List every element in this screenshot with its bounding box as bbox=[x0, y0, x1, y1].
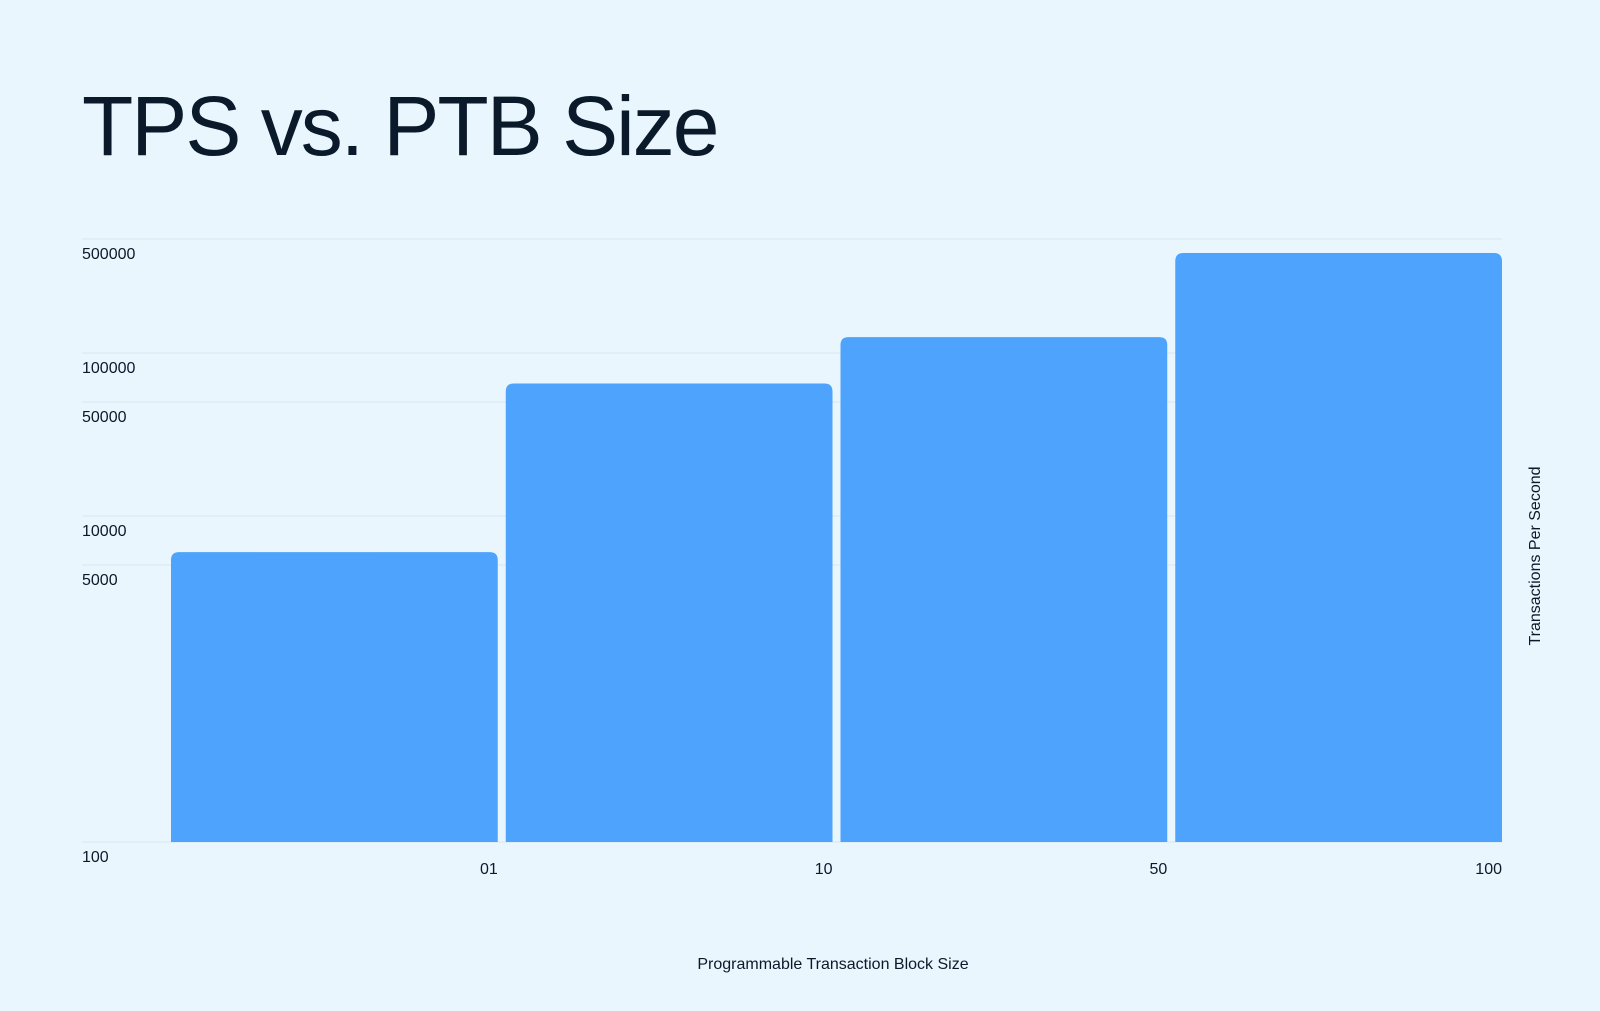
bar-50 bbox=[840, 337, 1168, 842]
bar-100 bbox=[1175, 253, 1502, 842]
y-axis-ticks: 100 5000 10000 50000 100000 500000 bbox=[82, 246, 135, 866]
y-tick-label: 10000 bbox=[82, 523, 127, 540]
x-tick-label: 50 bbox=[1149, 861, 1167, 878]
y-tick-label: 50000 bbox=[82, 409, 127, 426]
x-tick-label: 10 bbox=[815, 861, 833, 878]
bars bbox=[171, 253, 1502, 842]
x-axis-ticks: 01 10 50 100 bbox=[480, 861, 1502, 878]
x-tick-label: 100 bbox=[1475, 861, 1502, 878]
bar-10 bbox=[505, 383, 833, 842]
chart-title: TPS vs. PTB Size bbox=[82, 79, 719, 173]
bar-01 bbox=[171, 552, 498, 842]
x-axis-label: Programmable Transaction Block Size bbox=[697, 956, 968, 973]
y-tick-label: 100000 bbox=[82, 360, 135, 377]
y-tick-label: 100 bbox=[82, 849, 109, 866]
y-tick-label: 500000 bbox=[82, 246, 135, 263]
y-tick-label: 5000 bbox=[82, 572, 118, 589]
x-tick-label: 01 bbox=[480, 861, 498, 878]
y-axis-label: Transactions Per Second bbox=[1527, 466, 1544, 645]
